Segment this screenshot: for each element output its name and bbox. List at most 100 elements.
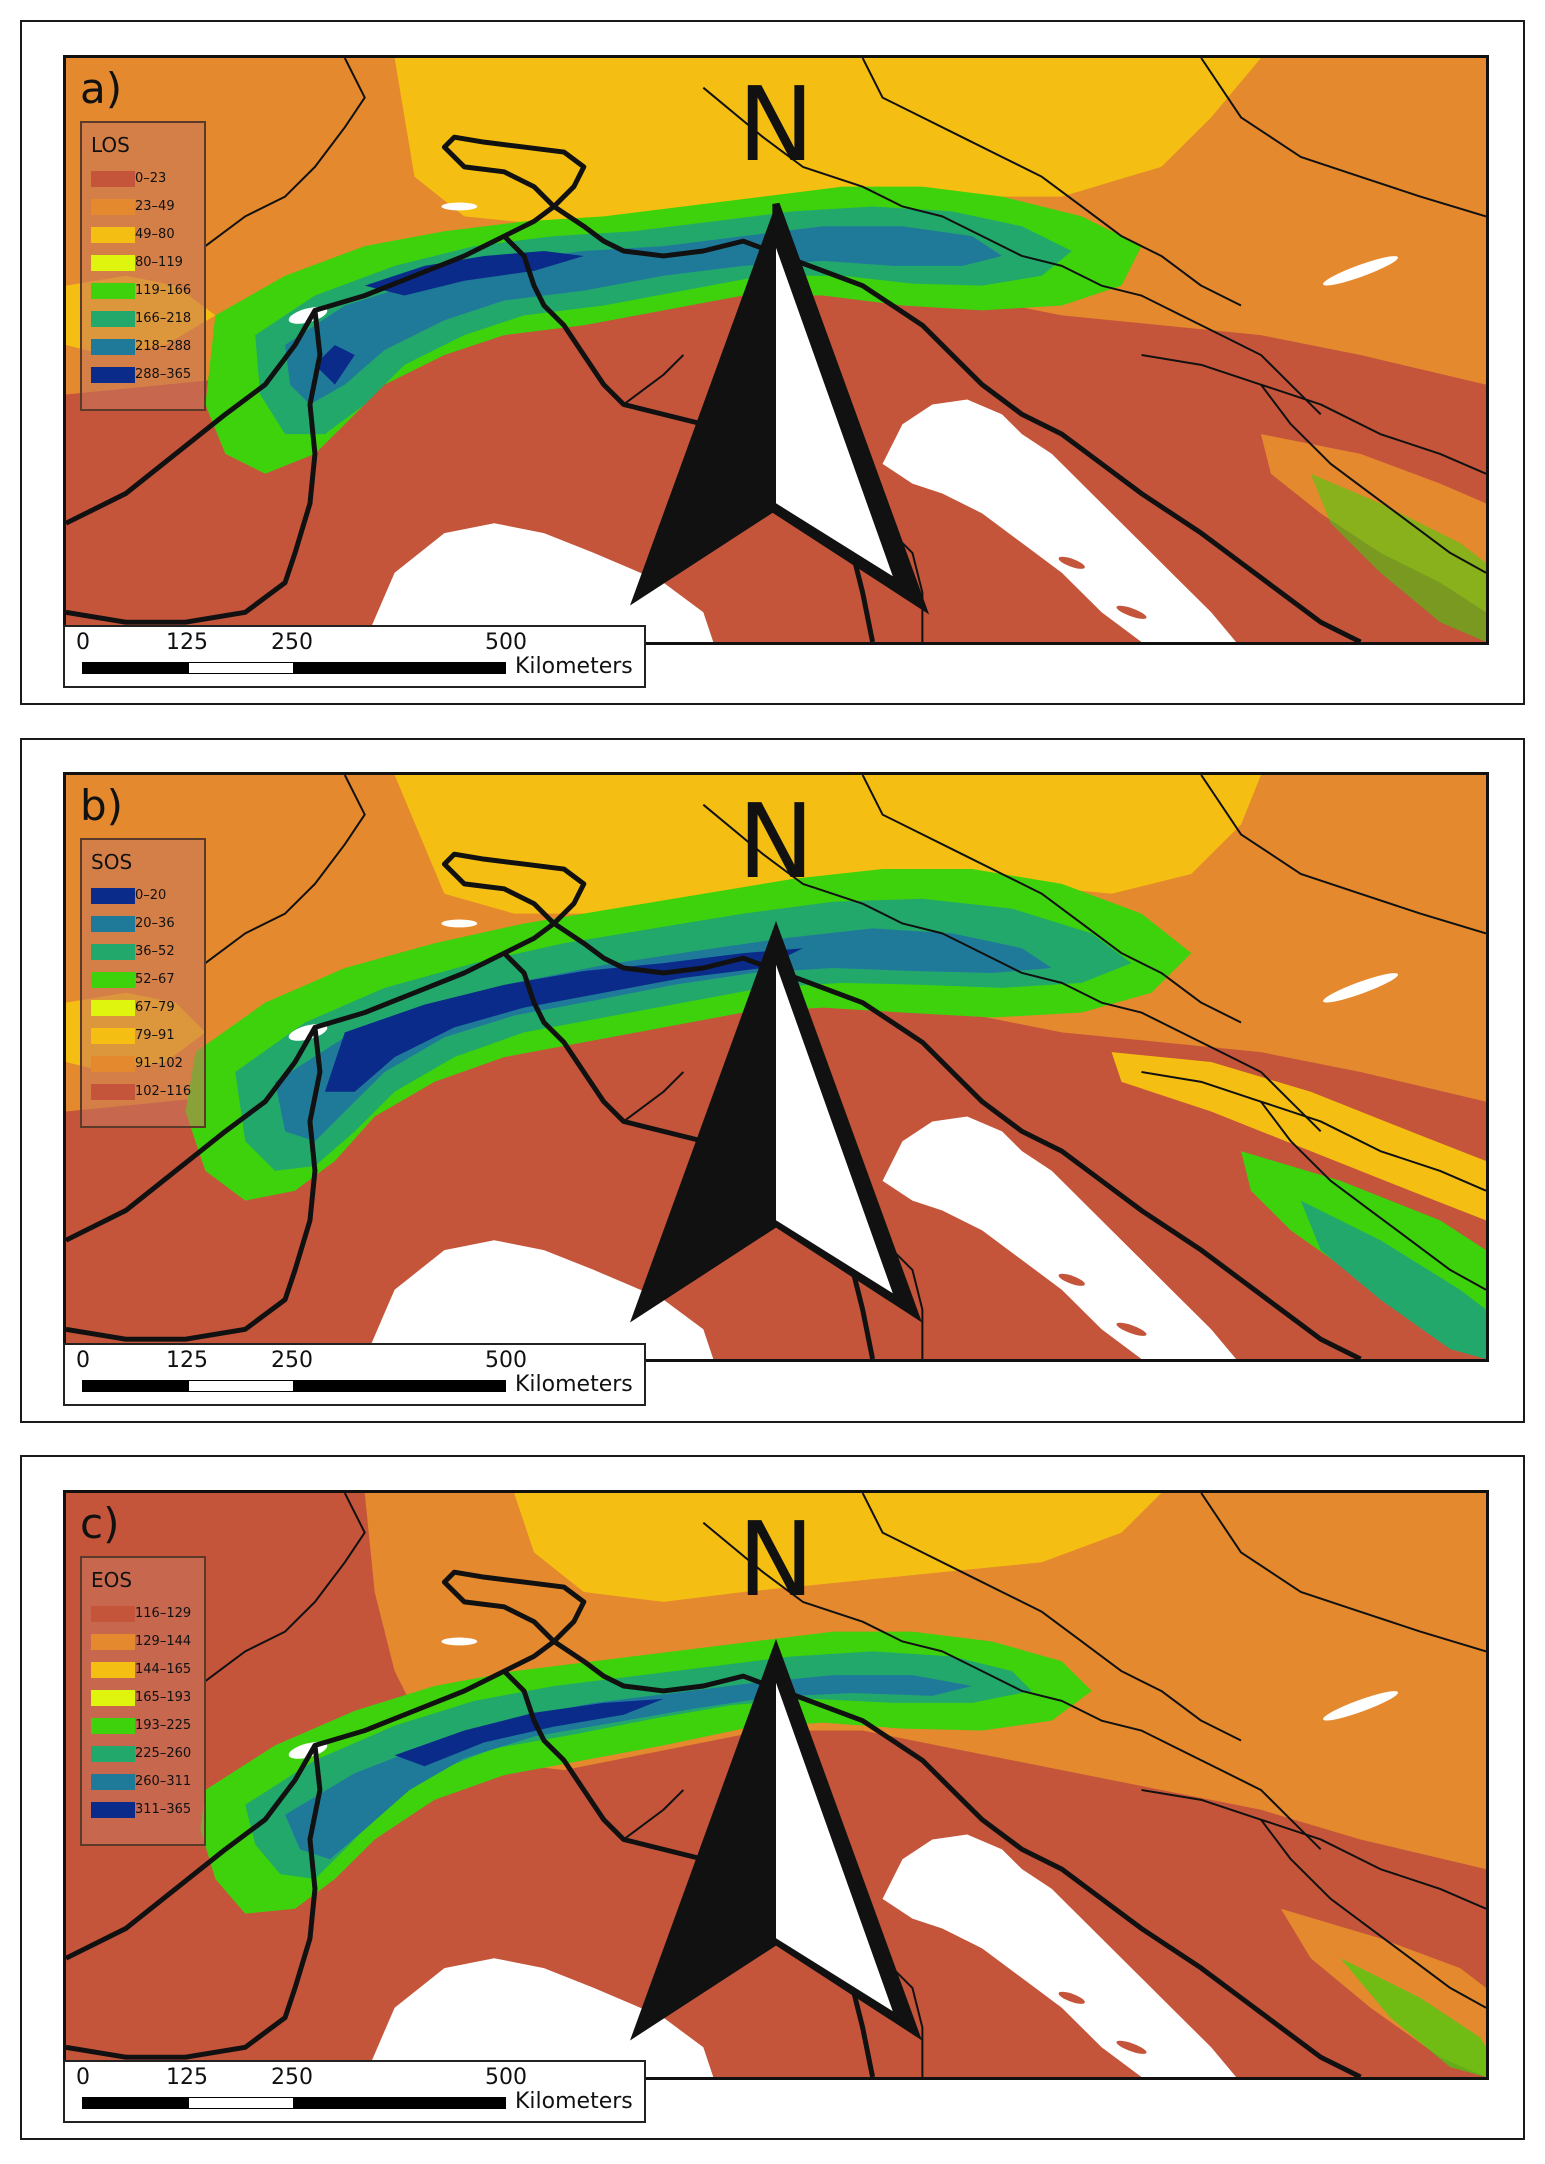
legend-swatch — [91, 1084, 135, 1100]
legend-item: 67–79 — [91, 998, 206, 1020]
legend-label: 225–260 — [135, 1746, 192, 1761]
legend-label: 67–79 — [135, 1000, 175, 1015]
north-arrow-icon: N — [630, 783, 922, 1323]
legend-label: 91–102 — [135, 1056, 183, 1071]
north-label: N — [738, 783, 814, 902]
panel-c-legend-title: EOS — [91, 1568, 133, 1592]
legend-swatch — [91, 339, 135, 355]
scale-segment — [82, 2097, 188, 2109]
legend-item: 144–165 — [91, 1660, 206, 1682]
panel-b-letter: b) — [80, 781, 124, 830]
legend-item: 225–260 — [91, 1744, 206, 1766]
legend-swatch — [91, 171, 135, 187]
legend-label: 102–116 — [135, 1084, 192, 1099]
scale-bar — [82, 662, 526, 676]
panel-c-scalebar: 0 125 250 500 Kilometers — [63, 2060, 646, 2123]
scale-segment — [188, 662, 294, 674]
panel-b-legend: SOS 0–20 20–36 36–52 52–67 67–79 79–91 9… — [80, 838, 206, 1128]
scale-segment — [188, 2097, 294, 2109]
north-arrow-icon: N — [630, 66, 930, 615]
legend-item: 49–80 — [91, 225, 206, 247]
legend-item: 311–365 — [91, 1800, 206, 1822]
legend-label: 80–119 — [135, 255, 183, 270]
scale-tick-250: 250 — [271, 630, 313, 655]
panel-b-scalebar: 0 125 250 500 Kilometers — [63, 1343, 646, 1406]
scale-tick-125: 125 — [166, 630, 208, 655]
scale-bar — [82, 2097, 526, 2111]
legend-label: 288–365 — [135, 367, 192, 382]
scale-unit: Kilometers — [515, 1372, 633, 1397]
legend-item: 119–166 — [91, 281, 206, 303]
legend-swatch — [91, 1634, 135, 1650]
legend-item: 20–36 — [91, 914, 206, 936]
legend-swatch — [91, 1718, 135, 1734]
legend-item: 36–52 — [91, 942, 206, 964]
legend-item: 0–23 — [91, 169, 206, 191]
legend-item: 52–67 — [91, 970, 206, 992]
scale-tick-500: 500 — [485, 630, 527, 655]
scale-tick-0: 0 — [76, 2065, 90, 2090]
legend-swatch — [91, 1606, 135, 1622]
legend-swatch — [91, 944, 135, 960]
legend-item: 91–102 — [91, 1054, 206, 1076]
legend-swatch — [91, 1802, 135, 1818]
north-label: N — [738, 1501, 814, 1620]
legend-label: 116–129 — [135, 1606, 192, 1621]
legend-swatch — [91, 1746, 135, 1762]
legend-item: 129–144 — [91, 1632, 206, 1654]
legend-item: 218–288 — [91, 337, 206, 359]
scale-unit: Kilometers — [515, 2089, 633, 2114]
legend-item: 288–365 — [91, 365, 206, 387]
legend-label: 165–193 — [135, 1690, 192, 1705]
north-label: N — [738, 66, 814, 185]
scale-tick-250: 250 — [271, 2065, 313, 2090]
scale-unit: Kilometers — [515, 654, 633, 679]
legend-swatch — [91, 255, 135, 271]
legend-swatch — [91, 1028, 135, 1044]
legend-item: 260–311 — [91, 1772, 206, 1794]
scale-tick-125: 125 — [166, 1348, 208, 1373]
legend-label: 311–365 — [135, 1802, 192, 1817]
legend-label: 0–23 — [135, 171, 167, 186]
legend-label: 36–52 — [135, 944, 175, 959]
legend-item: 193–225 — [91, 1716, 206, 1738]
legend-swatch — [91, 227, 135, 243]
legend-item: 79–91 — [91, 1026, 206, 1048]
legend-label: 0–20 — [135, 888, 167, 903]
panel-a-legend-title: LOS — [91, 133, 130, 157]
legend-item: 23–49 — [91, 197, 206, 219]
legend-label: 166–218 — [135, 311, 192, 326]
legend-label: 20–36 — [135, 916, 175, 931]
panel-b-map: b) SOS 0–20 20–36 36–52 52–67 67–79 79–9… — [63, 772, 1489, 1362]
panel-b-legend-title: SOS — [91, 850, 133, 874]
legend-label: 260–311 — [135, 1774, 192, 1789]
legend-swatch — [91, 916, 135, 932]
panel-c-legend: EOS 116–129 129–144 144–165 165–193 193–… — [80, 1556, 206, 1846]
legend-label: 129–144 — [135, 1634, 192, 1649]
panel-c-letter: c) — [80, 1499, 120, 1548]
legend-item: 0–20 — [91, 886, 206, 908]
scale-segment — [294, 662, 506, 674]
scale-tick-0: 0 — [76, 1348, 90, 1373]
panel-a-legend: LOS 0–23 23–49 49–80 80–119 119–166 166–… — [80, 121, 206, 411]
legend-label: 144–165 — [135, 1662, 192, 1677]
panel-c-map: c) EOS 116–129 129–144 144–165 165–193 1… — [63, 1490, 1489, 2080]
scale-segment — [82, 1380, 188, 1392]
legend-item: 116–129 — [91, 1604, 206, 1626]
legend-item: 80–119 — [91, 253, 206, 275]
scale-bar — [82, 1380, 526, 1394]
legend-swatch — [91, 888, 135, 904]
legend-item: 165–193 — [91, 1688, 206, 1710]
scale-tick-125: 125 — [166, 2065, 208, 2090]
legend-swatch — [91, 283, 135, 299]
scale-segment — [294, 1380, 506, 1392]
legend-swatch — [91, 367, 135, 383]
legend-swatch — [91, 199, 135, 215]
legend-label: 119–166 — [135, 283, 192, 298]
scale-tick-0: 0 — [76, 630, 90, 655]
legend-label: 193–225 — [135, 1718, 192, 1733]
north-arrow-icon: N — [630, 1501, 922, 2041]
panel-a-letter: a) — [80, 64, 123, 113]
panel-a-scalebar: 0 125 250 500 Kilometers — [63, 625, 646, 688]
legend-swatch — [91, 1690, 135, 1706]
